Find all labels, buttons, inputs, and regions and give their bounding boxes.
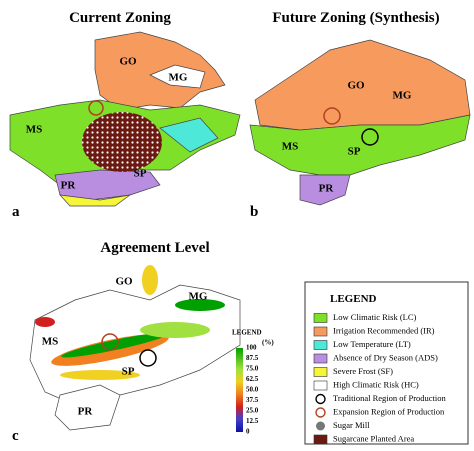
colorbar-tick: 25.0 <box>246 407 259 415</box>
legend-label: High Climatic Risk (HC) <box>333 379 419 389</box>
state-label: SP <box>348 146 361 158</box>
map-a <box>9 31 241 207</box>
legend-swatch <box>313 380 328 391</box>
panel-label: c <box>12 428 19 444</box>
legend-title: LEGEND <box>330 293 377 305</box>
panel-title: Agreement Level <box>100 240 209 256</box>
state-label: MG <box>189 291 208 303</box>
legend-swatch <box>313 367 328 377</box>
legend-label: Expansion Region of Production <box>333 406 445 416</box>
legend-swatch <box>313 326 328 337</box>
legend-swatch <box>313 340 328 350</box>
state-label: MG <box>393 90 412 102</box>
map-c <box>29 265 241 431</box>
colorbar-title: LEGEND <box>232 329 262 337</box>
legend-label: Low Climatic Risk (LC) <box>333 312 417 322</box>
colorbar <box>236 348 243 432</box>
state-label: MS <box>26 124 43 136</box>
colorbar-tick: 37.5 <box>246 396 259 404</box>
legend-label: Sugarcane Planted Area <box>333 433 414 443</box>
colorbar-unit: (%) <box>262 339 274 347</box>
state-label: MS <box>282 141 299 153</box>
legend-label: Irrigation Recommended (IR) <box>333 325 435 335</box>
panel-title: Future Zoning (Synthesis) <box>272 10 439 26</box>
legend-box <box>304 281 469 445</box>
legend-swatch <box>315 407 326 418</box>
state-label: MS <box>42 336 59 348</box>
legend-label: Absence of Dry Season (ADS) <box>333 352 438 362</box>
map-b <box>249 39 471 206</box>
colorbar-tick: 12.5 <box>246 417 259 425</box>
state-label: MG <box>169 72 188 84</box>
legend-label: Traditional Region of Production <box>333 393 447 403</box>
colorbar-tick: 75.0 <box>246 365 259 373</box>
colorbar-tick: 0 <box>246 428 250 436</box>
legend-swatch <box>313 353 328 364</box>
state-label: PR <box>61 180 77 192</box>
legend-swatch <box>313 434 328 445</box>
state-label: GO <box>115 276 133 288</box>
legend-label: Severe Frost (SF) <box>333 366 393 376</box>
colorbar-tick: 100 <box>246 344 257 352</box>
state-label: PR <box>78 406 94 418</box>
panel-label: b <box>250 204 258 220</box>
colorbar-tick: 62.5 <box>246 375 259 383</box>
legend-label: Low Temperature (LT) <box>333 339 411 349</box>
legend-swatch <box>313 313 328 323</box>
legend-label: Sugar Mill <box>333 420 370 430</box>
panel-title: Current Zoning <box>69 10 171 26</box>
legend-swatch <box>315 393 326 405</box>
legend-swatch <box>316 421 325 431</box>
state-label: GO <box>119 56 137 68</box>
panel-label: a <box>12 204 20 220</box>
state-label: PR <box>319 183 335 195</box>
colorbar-tick: 50.0 <box>246 386 259 394</box>
state-label: GO <box>347 80 365 92</box>
state-label: SP <box>122 366 135 378</box>
colorbar-tick: 87.5 <box>246 354 259 362</box>
state-label: SP <box>134 168 147 180</box>
